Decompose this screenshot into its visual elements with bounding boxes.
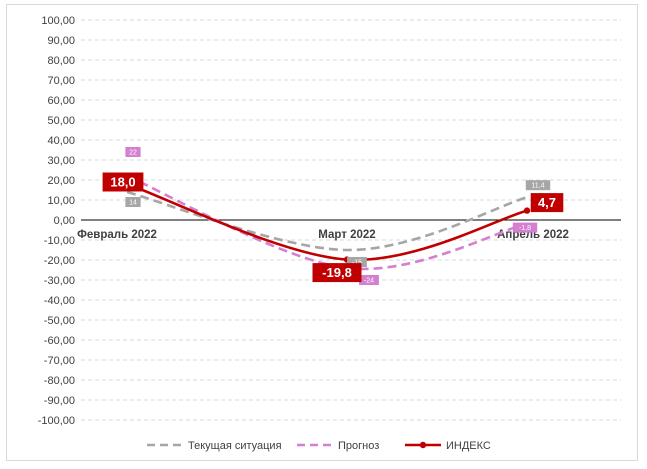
legend-label: Текущая ситуация [188,440,282,452]
y-tick-label: 70,00 [47,75,75,87]
data-label-box [125,147,141,157]
x-category-label: Февраль 2022 [77,229,157,241]
y-tick-label: -50,00 [44,315,75,327]
y-tick-label: 50,00 [47,115,75,127]
y-tick-label: 10,00 [47,195,75,207]
data-label: 4,7 [538,195,556,210]
y-tick-label: -60,00 [44,335,75,347]
series-lines [123,174,531,271]
series-line-0 [126,190,528,252]
y-tick-label: -90,00 [44,395,75,407]
y-tick-label: -10,00 [44,235,75,247]
x-category-label: Март 2022 [318,229,375,241]
y-tick-label: 40,00 [47,135,75,147]
data-label: -15 [352,260,362,267]
data-label-box [530,193,564,213]
legend-label: ИНДЕКС [446,440,491,452]
series-line-1 [126,174,528,271]
line-chart: 100,00 90,00 80,00 70,00 60,00 50,00 40,00 30,0… [38,15,621,452]
y-tick-label: 20,00 [47,175,75,187]
y-tick-label: 60,00 [47,95,75,107]
data-label: -19,8 [322,265,352,280]
data-label: -1,8 [519,225,531,232]
y-tick-label: 100,00 [41,15,75,27]
data-label: 22 [129,150,137,157]
data-label-box [125,197,141,207]
y-tick-label: -20,00 [44,255,75,267]
y-tick-label: -100,00 [38,415,75,427]
chart-frame: 100,00 90,00 80,00 70,00 60,00 50,00 40,00 30,0… [6,4,638,461]
y-tick-label: -80,00 [44,375,75,387]
y-tick-label: 90,00 [47,35,75,47]
y-tick-label: 80,00 [47,55,75,67]
data-label-box [512,222,538,233]
data-label: 14 [129,200,137,207]
legend-marker [419,441,427,449]
data-label: 18,0 [110,175,135,190]
y-tick-label: -30,00 [44,275,75,287]
axes: 100,00 90,00 80,00 70,00 60,00 50,00 40,00 30,0… [38,15,621,427]
y-tick-label: -40,00 [44,295,75,307]
legend-label: Прогноз [338,440,379,452]
data-labels: 14 -15 11,4 22 -24 -1,8 18,0 -19,8 4,7 [102,147,564,285]
y-tick-label: 0,00 [54,215,75,227]
data-label-box [359,275,379,285]
data-label-box [312,263,362,283]
y-tick-label: -70,00 [44,355,75,367]
data-label-box [347,257,367,267]
data-label: -24 [364,278,374,285]
data-label-box [102,172,144,192]
y-tick-label: 30,00 [47,155,75,167]
data-label-box [525,180,551,191]
series-point [523,207,531,214]
gridlines [81,19,621,421]
legend: Текущая ситуация Прогноз ИНДЕКС [147,440,491,452]
data-label: 11,4 [531,183,544,190]
